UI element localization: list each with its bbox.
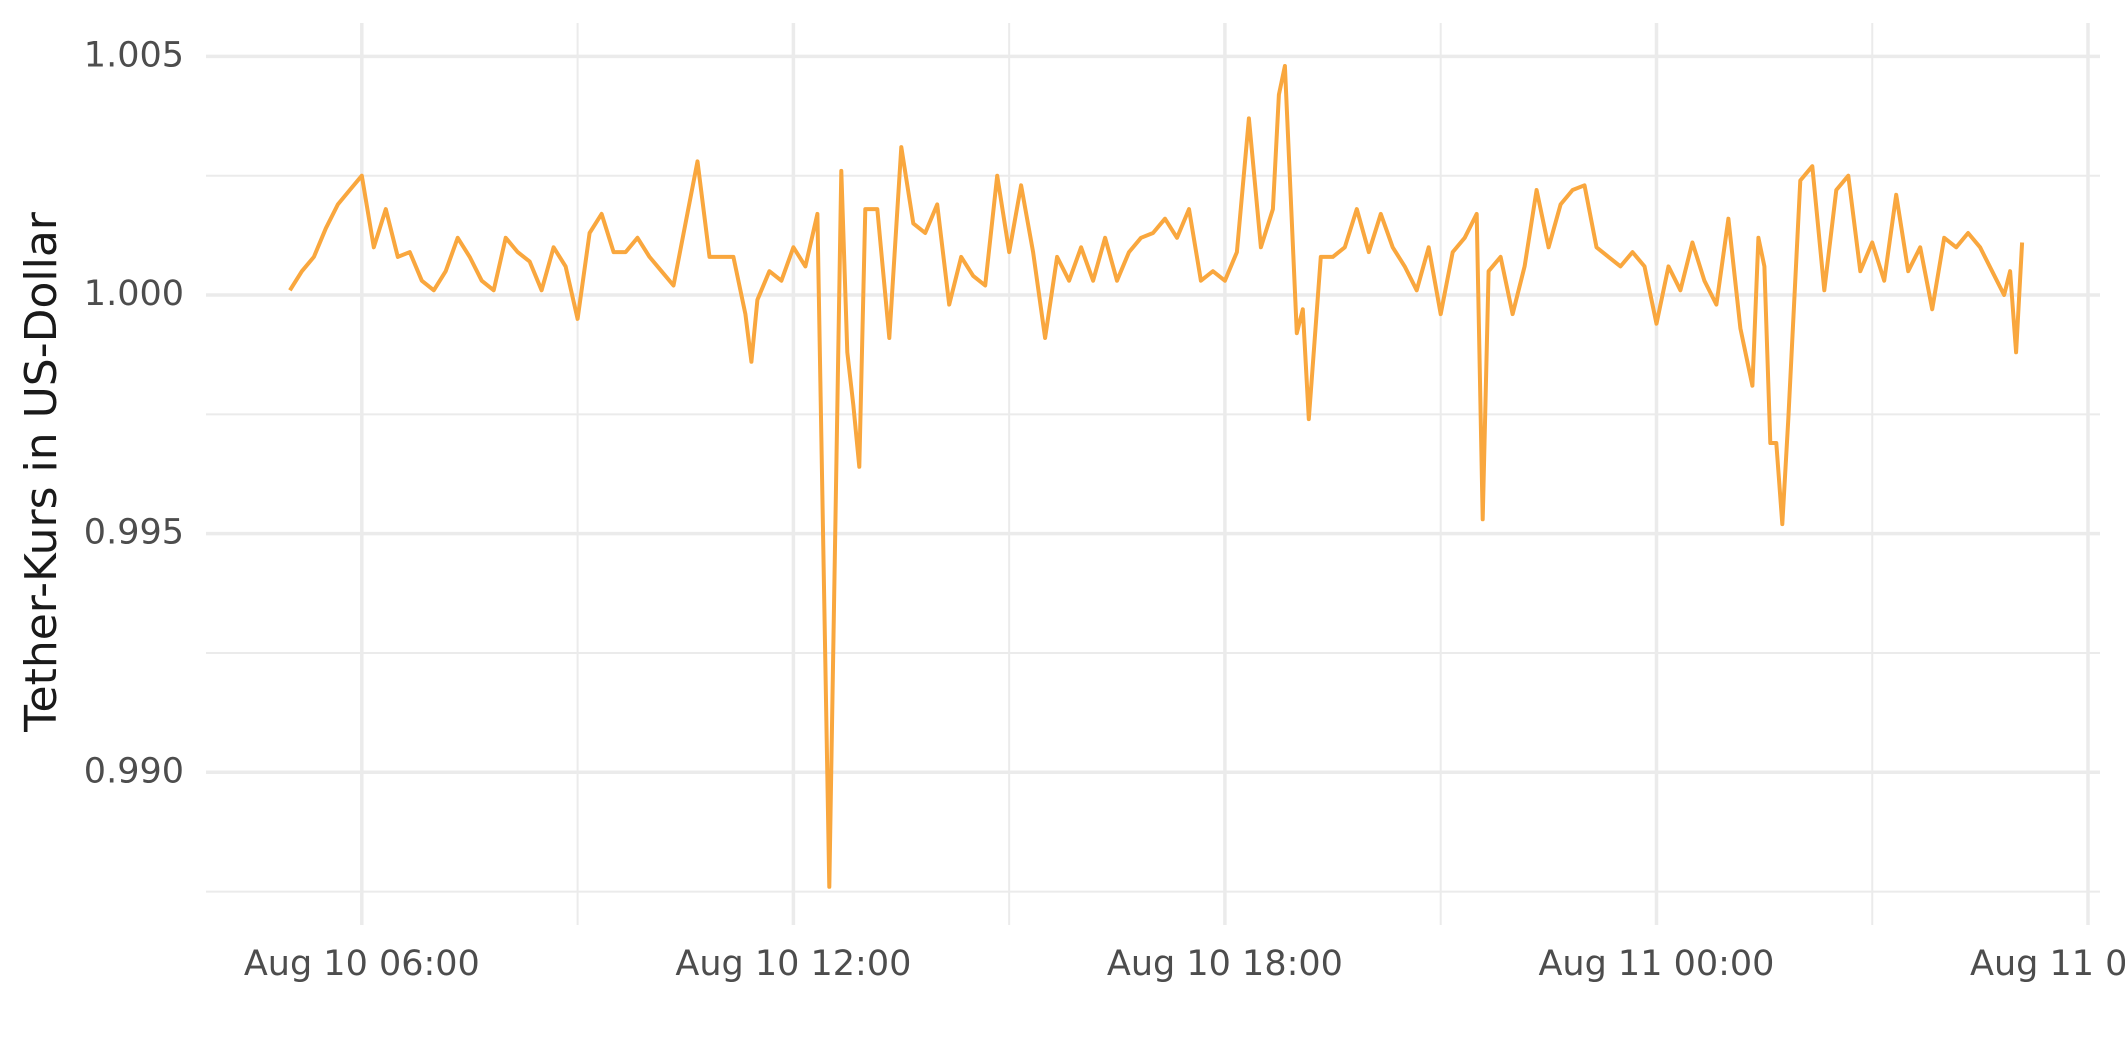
x-tick-label: Aug 11 06:00 [1970, 944, 2125, 984]
y-axis-title: Tether-Kurs in US-Dollar [16, 211, 67, 733]
price-line [288, 64, 2025, 889]
x-tick-label: Aug 10 18:00 [1107, 944, 1343, 984]
y-tick-label: 1.000 [84, 274, 184, 314]
y-tick-label: 1.005 [84, 35, 184, 75]
y-tick-label: 0.995 [84, 513, 184, 553]
x-tick-label: Aug 11 00:00 [1538, 944, 1774, 984]
x-tick-label: Aug 10 06:00 [244, 944, 480, 984]
y-tick-label: 0.990 [84, 751, 184, 791]
x-tick-label: Aug 10 12:00 [675, 944, 911, 984]
